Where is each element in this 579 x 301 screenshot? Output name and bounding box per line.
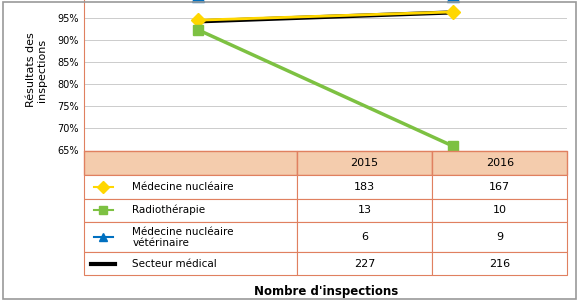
Bar: [296, 252, 432, 275]
Text: Secteur médical: Secteur médical: [132, 259, 217, 269]
Text: 6: 6: [361, 232, 368, 242]
Bar: [296, 222, 432, 252]
Text: vétérinaire: vétérinaire: [132, 238, 189, 248]
Bar: [296, 150, 432, 175]
Text: 13: 13: [357, 205, 371, 215]
Text: 10: 10: [493, 205, 507, 215]
Bar: [84, 252, 296, 275]
Text: 167: 167: [489, 182, 510, 192]
Text: 2015: 2015: [350, 158, 379, 168]
Bar: [84, 199, 296, 222]
Y-axis label: Résultats des
inspections: Résultats des inspections: [26, 33, 47, 107]
Text: 227: 227: [354, 259, 375, 269]
Bar: [296, 175, 432, 199]
Text: Nombre d'inspections: Nombre d'inspections: [254, 285, 398, 298]
Bar: [432, 252, 567, 275]
Text: Radiothérapie: Radiothérapie: [132, 205, 206, 216]
Bar: [84, 150, 296, 175]
Bar: [432, 175, 567, 199]
Bar: [432, 199, 567, 222]
Bar: [84, 175, 296, 199]
Bar: [432, 150, 567, 175]
Bar: [84, 222, 296, 252]
Text: Médecine nucléaire: Médecine nucléaire: [132, 228, 234, 237]
Bar: [296, 199, 432, 222]
Bar: [432, 222, 567, 252]
Text: 9: 9: [496, 232, 503, 242]
Text: 216: 216: [489, 259, 510, 269]
Text: 2016: 2016: [486, 158, 514, 168]
Text: Médecine nucléaire: Médecine nucléaire: [132, 182, 234, 192]
Text: 183: 183: [354, 182, 375, 192]
